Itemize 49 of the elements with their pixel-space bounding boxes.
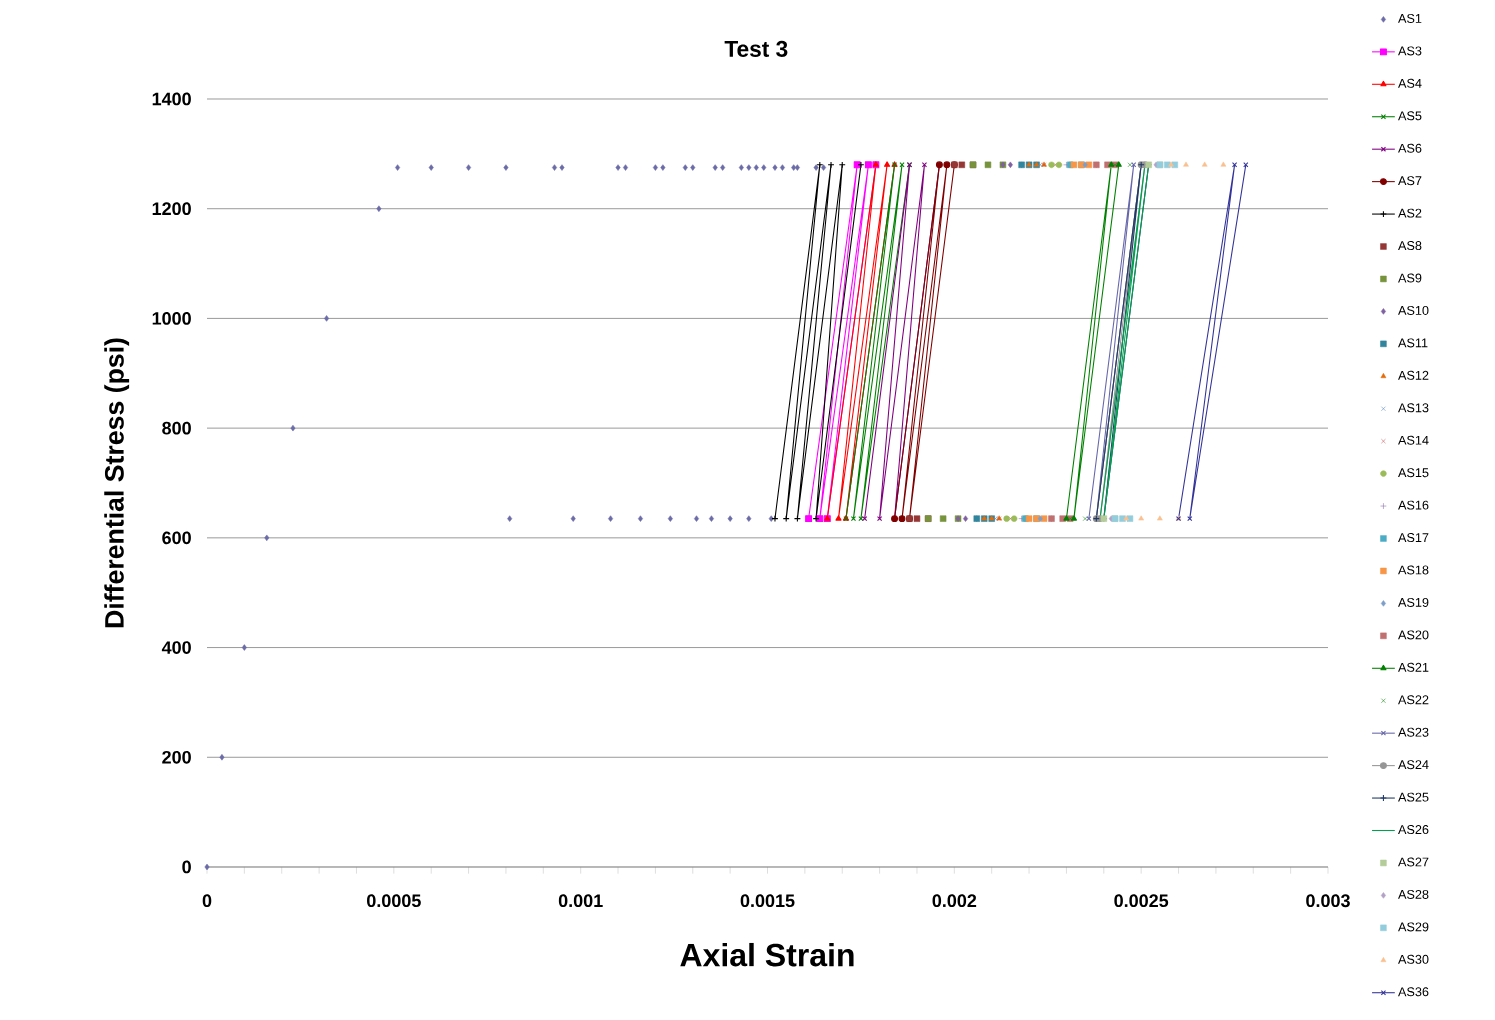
y-tick-label: 800 [162,421,191,435]
legend-label: AS22 [1398,695,1429,705]
legend-label: AS17 [1398,533,1429,543]
x-tick-label: 0.002 [932,894,977,908]
y-tick-label: 1400 [152,92,191,106]
x-tick-label: 0.0005 [367,894,421,908]
chart-title: Test 3 [724,40,788,57]
legend-label: AS20 [1398,630,1429,640]
legend-label: AS14 [1398,435,1429,445]
legend-label: AS28 [1398,889,1429,899]
legend-label: AS30 [1398,954,1429,964]
legend-label: AS3 [1398,46,1422,56]
legend-label: AS5 [1398,111,1422,121]
legend-label: AS1 [1398,13,1422,23]
legend-label: AS10 [1398,305,1429,315]
y-tick-label: 1000 [152,312,191,325]
legend-label: AS36 [1398,987,1429,997]
legend-label: AS23 [1398,727,1429,737]
legend-label: AS15 [1398,468,1429,478]
x-axis-title: Axial Strain [680,942,854,967]
legend-label: AS29 [1398,922,1429,932]
legend-label: AS4 [1398,78,1422,88]
y-axis-title: Differential Stress (psi) [104,338,130,628]
y-tick-label: 600 [162,531,191,545]
legend-label: AS8 [1398,241,1422,251]
legend-label: AS7 [1398,176,1422,186]
legend-label: AS16 [1398,500,1429,510]
x-tick-label: 0.0015 [740,894,795,908]
legend-label: AS13 [1398,403,1429,413]
legend-label: AS9 [1398,273,1422,283]
y-tick-label: 200 [162,750,191,764]
legend-label: AS27 [1398,857,1429,867]
y-tick-label: 400 [161,641,191,654]
legend-label: AS6 [1398,143,1422,153]
y-tick-label: 0 [182,860,191,874]
legend-label: AS12 [1398,370,1429,380]
legend-label: AS26 [1398,825,1429,835]
legend-label: AS19 [1398,597,1429,607]
legend-label: AS11 [1398,338,1428,348]
legend-label: AS2 [1398,208,1422,218]
y-tick-label: 1200 [152,202,191,216]
x-tick-label: 0.001 [558,894,603,908]
legend-label: AS25 [1398,792,1429,802]
legend-label: AS24 [1398,760,1429,770]
x-tick-label: 0 [202,894,212,908]
x-tick-label: 0.0025 [1114,894,1169,908]
x-tick-label: 0.003 [1306,894,1350,908]
legend-label: AS21 [1398,662,1429,672]
legend-label: AS18 [1398,565,1429,575]
